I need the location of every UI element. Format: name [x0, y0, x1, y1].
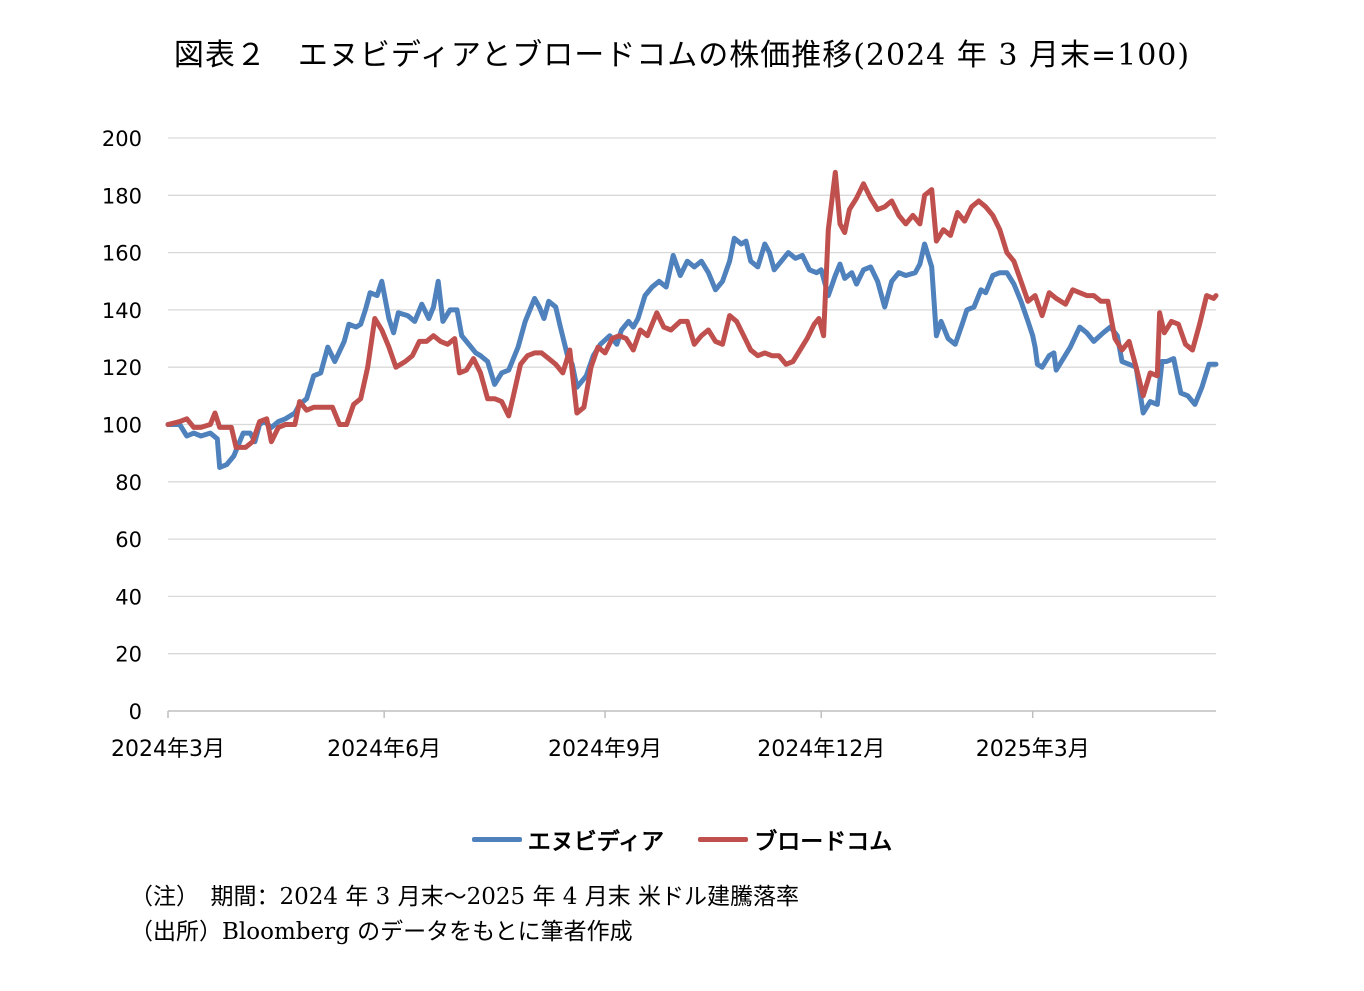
- footnotes: （注） 期間：2024 年 3 月末〜2025 年 4 月末 米ドル建騰落率 （…: [130, 880, 799, 950]
- x-tick-label: 2024年12月: [757, 737, 885, 762]
- note-source: （出所）Bloomberg のデータをもとに筆者作成: [130, 919, 633, 945]
- legend-swatch-nvidia: [471, 836, 522, 842]
- series-lines: [165, 169, 1219, 470]
- y-tick-label: 40: [115, 585, 142, 609]
- x-axis-ticks: 2024年3月 2024年6月 2024年9月 2024年12月 2025年3月: [111, 711, 1090, 762]
- x-tick-label: 2024年9月: [548, 737, 662, 762]
- y-tick-label: 140: [102, 299, 142, 323]
- gridlines: [168, 137, 1216, 655]
- y-tick-label: 60: [115, 528, 142, 552]
- x-tick-label: 2024年6月: [327, 737, 441, 762]
- legend: エヌビディア ブロードコム: [0, 822, 1364, 856]
- series-line-broadcom: [165, 169, 1219, 450]
- series-line-nvidia: [165, 235, 1219, 470]
- y-tick-label: 180: [102, 184, 142, 208]
- y-tick-label: 160: [102, 242, 142, 266]
- chart-title: 図表２ エヌビディアとブロードコムの株価推移(2024 年 3 月末=100): [173, 38, 1191, 73]
- legend-label-nvidia: エヌビディア: [527, 829, 665, 855]
- x-tick-label: 2025年3月: [976, 737, 1090, 762]
- y-tick-label: 0: [129, 700, 142, 724]
- legend-swatch-broadcom: [698, 836, 749, 842]
- y-tick-label: 120: [102, 356, 142, 380]
- y-tick-label: 20: [115, 643, 142, 667]
- note-period: （注） 期間：2024 年 3 月末〜2025 年 4 月末 米ドル建騰落率: [130, 884, 800, 910]
- y-tick-label: 100: [102, 414, 142, 438]
- y-tick-label: 80: [115, 471, 142, 495]
- legend-item-broadcom: ブロードコム: [698, 822, 892, 856]
- legend-label-broadcom: ブロードコム: [754, 829, 893, 855]
- y-tick-label: 200: [102, 127, 142, 151]
- x-tick-label: 2024年3月: [111, 737, 225, 762]
- y-axis-ticks: 0 20 40 60 80 100 120 140 160 180 200: [102, 127, 142, 724]
- legend-item-nvidia: エヌビディア: [471, 822, 665, 856]
